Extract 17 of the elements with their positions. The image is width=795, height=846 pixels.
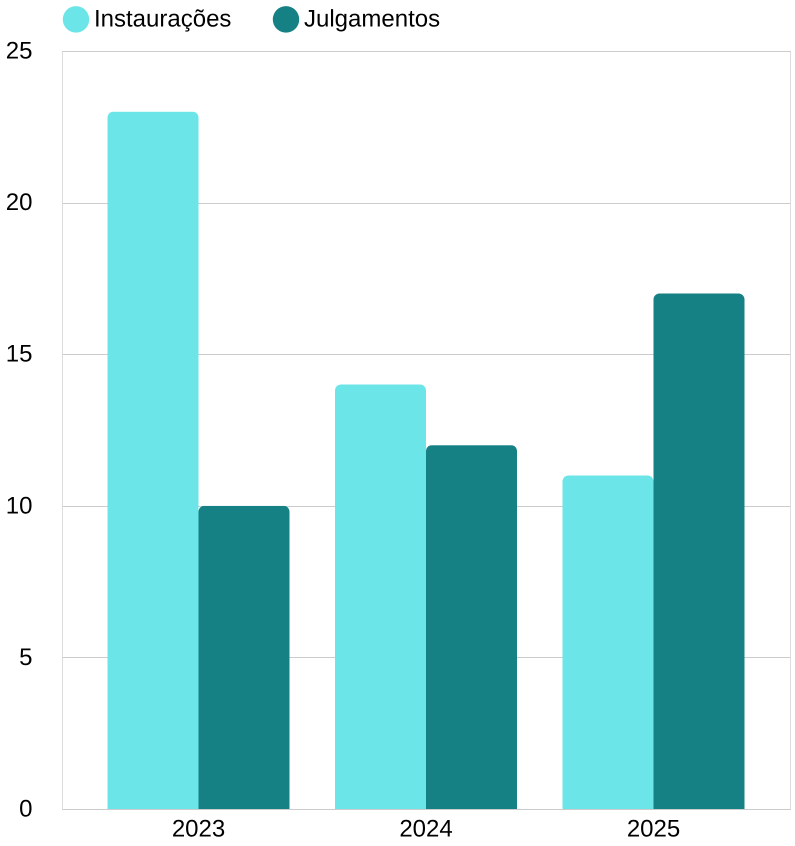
- y-tick-label: 5: [19, 644, 32, 671]
- bar: [426, 445, 517, 809]
- x-tick-label: 2023: [172, 816, 226, 842]
- legend-label: Instaurações: [94, 5, 232, 32]
- bar: [198, 506, 290, 809]
- y-tick-label: 0: [19, 796, 32, 822]
- y-tick-label: 10: [6, 492, 32, 520]
- bar: [108, 112, 198, 809]
- bar: [562, 475, 654, 809]
- x-tick-label: 2025: [626, 816, 680, 842]
- y-tick-label: 20: [6, 189, 32, 216]
- bar: [654, 294, 744, 809]
- y-tick-label: 25: [6, 38, 32, 64]
- bar: [335, 384, 426, 809]
- y-tick-label: 15: [6, 340, 32, 368]
- legend-label: Julgamentos: [304, 5, 440, 32]
- x-tick-label: 2024: [399, 816, 453, 842]
